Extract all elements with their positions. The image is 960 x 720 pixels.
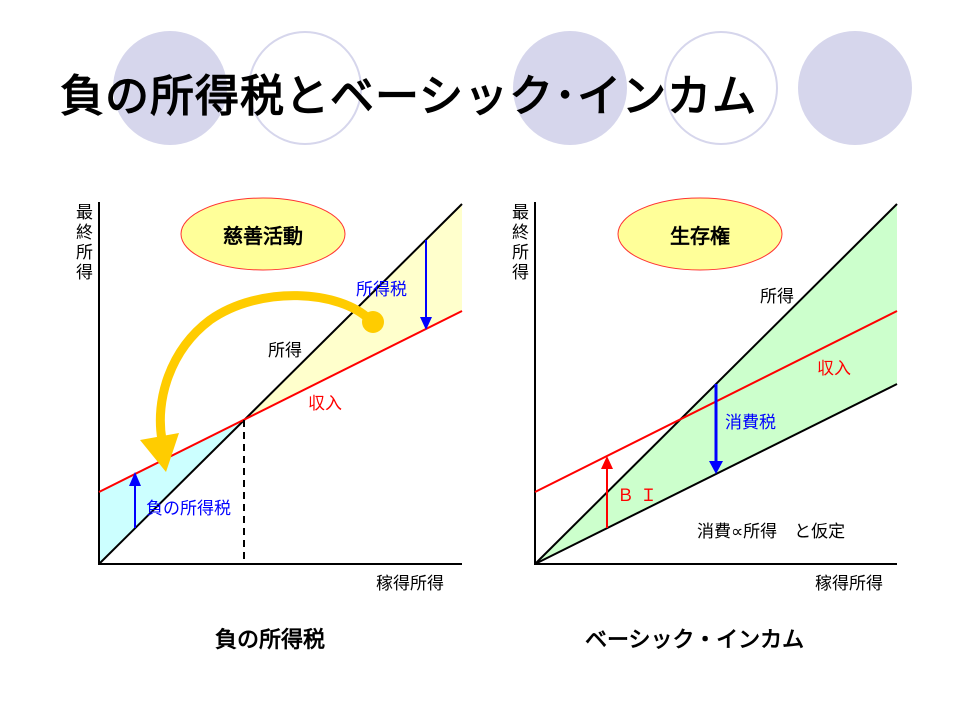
right-revenue-label: 収入 [817, 359, 851, 379]
badge-ellipse [617, 197, 783, 271]
left-income-label: 所得 [268, 341, 302, 361]
decor-circle [248, 31, 362, 145]
left-caption: 負の所得税 [215, 628, 326, 653]
right-caption: ベーシック・インカム [585, 628, 805, 653]
right-badge: 生存権 [670, 224, 730, 248]
left-diagram [98, 197, 463, 565]
slide-title: 負の所得税とベーシック･インカム [60, 71, 758, 122]
curve-arrow [155, 291, 374, 441]
right-diagram [534, 197, 898, 565]
badge-ellipse [180, 197, 346, 271]
left-neg-tax-label: 負の所得税 [146, 499, 231, 519]
decor-circle [798, 31, 912, 145]
left-y-axis-label: 最終所得 [76, 203, 93, 283]
left-tax-label: 所得税 [356, 280, 407, 300]
right-income-label: 所得 [760, 287, 794, 307]
left-x-axis-label: 稼得所得 [376, 574, 444, 594]
right-assumption-label: 消費∝所得 と仮定 [697, 522, 846, 542]
curve-arrowhead [140, 433, 179, 472]
right-bi-label: ＢＩ [617, 486, 663, 506]
decor-circle [664, 31, 778, 145]
right-x-axis-label: 稼得所得 [815, 574, 883, 594]
right-tax-label: 消費税 [725, 413, 776, 433]
decor-circle [113, 31, 227, 145]
left-badge: 慈善活動 [223, 224, 303, 248]
left-revenue-label: 収入 [308, 394, 342, 414]
decor-circle [513, 31, 627, 145]
income-line [98, 203, 463, 565]
right-y-axis-label: 最終所得 [512, 203, 529, 283]
